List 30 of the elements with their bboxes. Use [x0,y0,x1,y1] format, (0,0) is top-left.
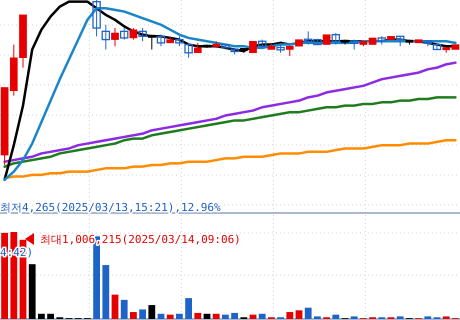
bar [296,310,302,319]
bar [250,314,256,319]
bar [204,314,210,319]
bar [185,298,192,319]
bar [38,314,45,319]
bar [102,265,110,319]
bar [396,316,404,319]
bar [231,312,238,319]
bar [314,316,321,319]
bar [194,312,202,319]
bar [130,312,137,319]
bar [148,305,156,319]
bar [286,312,294,319]
bar [424,316,432,319]
bar [222,314,229,319]
bar [139,309,146,319]
bar [120,300,128,319]
bar [158,314,164,319]
bar [28,264,36,319]
bar [212,314,220,319]
bar [304,308,312,319]
bar [258,314,266,319]
bar [442,316,450,319]
bar [176,314,183,319]
text: 최저4,265(2025/03/13,15:21),12.96% [0,201,222,214]
bar [166,314,174,319]
bar [47,314,54,319]
bar [332,314,340,319]
bar [350,316,358,319]
bar [112,294,118,319]
